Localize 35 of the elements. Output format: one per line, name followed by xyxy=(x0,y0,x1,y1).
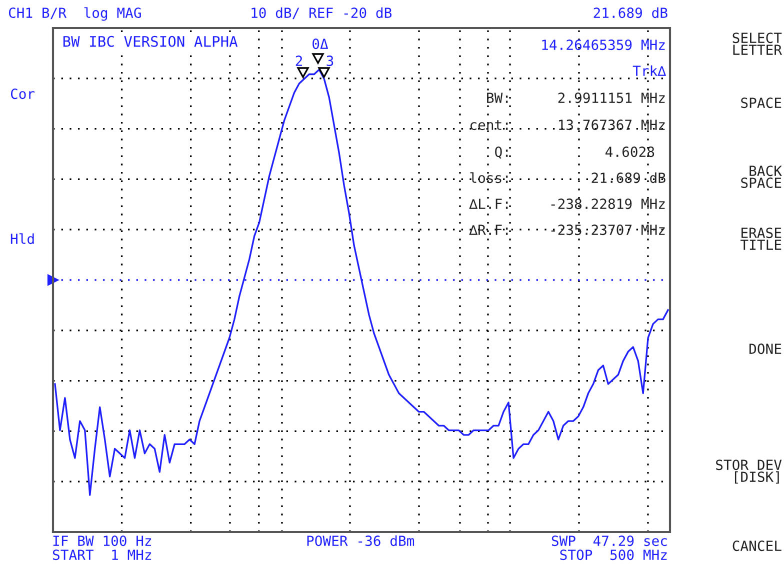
text: 14.26465359 MHz xyxy=(542,40,665,50)
annotation: BW: xyxy=(487,92,508,103)
text: SWP 47.29 sec xyxy=(552,536,667,546)
chart-title: BW IBC VERSION ALPHA xyxy=(63,36,238,47)
text: 21.689 dB xyxy=(594,7,668,18)
text: CH1 B/R log MAG xyxy=(8,7,141,21)
text: 2 xyxy=(296,56,302,66)
annotation: Trk∆ xyxy=(632,65,666,76)
annotation: 13.767367 MHz xyxy=(558,120,665,130)
text: 10 dB/ REF -20 dB xyxy=(252,7,392,20)
text: POWER -36 dBm xyxy=(307,535,414,546)
annotation: ∆R.F: xyxy=(469,224,508,235)
annotation: cent: xyxy=(470,120,508,130)
text: STOR DEV [DISK] xyxy=(716,460,782,484)
text: START 1 MHz xyxy=(52,550,152,560)
annotation: 2.9911151 MHz xyxy=(558,92,665,104)
annotation: -238.22819 MHz xyxy=(551,198,665,210)
text: Cor xyxy=(10,88,35,100)
text: STOP 500 MHz xyxy=(560,550,667,560)
text: Hld xyxy=(10,233,34,244)
text: BACK SPACE xyxy=(741,166,782,188)
annotation: -235.23707 MHz xyxy=(551,224,665,236)
annotation: Q: xyxy=(495,146,508,159)
annotation: ∆L.F: xyxy=(469,198,508,209)
text: CANCEL xyxy=(732,540,782,552)
text: ERASE TITLE xyxy=(740,228,782,250)
text: 3 xyxy=(326,56,334,66)
annotation: 21.689 dB xyxy=(592,172,666,184)
annotation: loss: xyxy=(470,172,508,184)
text: SELECT LETTER xyxy=(732,32,782,55)
text: DONE xyxy=(749,344,782,354)
text: IF BW 100 Hz xyxy=(53,536,152,546)
annotation: 4.6028 xyxy=(606,146,654,158)
text: 0Δ xyxy=(312,38,328,50)
text: SPACE xyxy=(741,98,782,108)
